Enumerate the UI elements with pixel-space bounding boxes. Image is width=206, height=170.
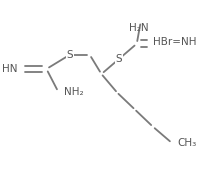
- Text: CH₃: CH₃: [176, 138, 195, 148]
- Text: S: S: [66, 50, 73, 60]
- Text: H₂N: H₂N: [128, 23, 148, 33]
- Text: NH₂: NH₂: [64, 87, 83, 97]
- Text: HN: HN: [2, 64, 18, 74]
- Text: HBr=NH: HBr=NH: [153, 37, 196, 47]
- Text: S: S: [115, 54, 122, 64]
